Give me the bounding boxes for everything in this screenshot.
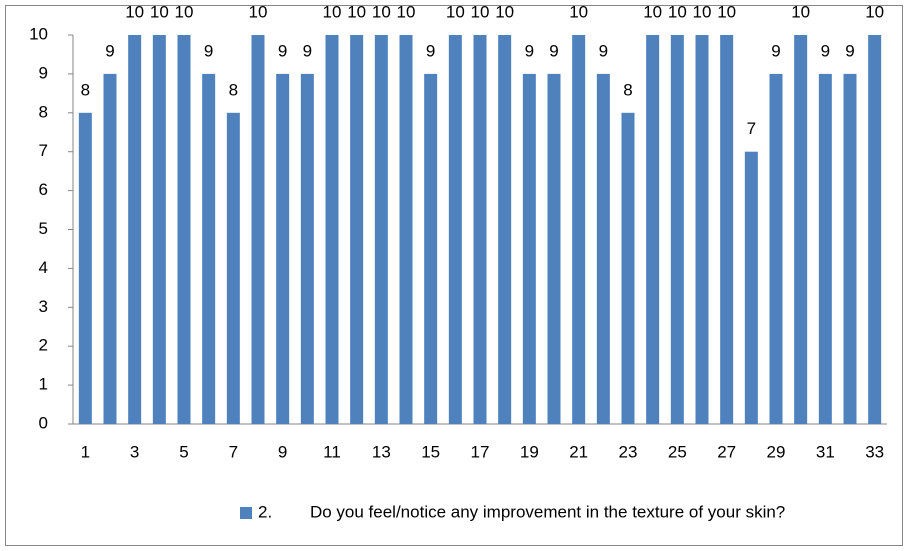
data-label: 10 [249, 2, 268, 21]
bar [202, 73, 216, 425]
bar [547, 73, 561, 425]
x-tick-label: 7 [229, 442, 238, 461]
bar [325, 35, 339, 424]
x-tick-label: 29 [767, 442, 786, 461]
data-label: 9 [845, 41, 854, 60]
x-tick-label: 9 [278, 442, 287, 461]
data-label: 10 [471, 2, 490, 21]
bar [374, 35, 388, 424]
bar [399, 35, 413, 424]
y-tick-label: 6 [39, 180, 48, 199]
y-tick-label: 8 [39, 102, 48, 121]
bar [621, 112, 635, 425]
bar [424, 73, 438, 425]
bar [572, 35, 586, 424]
data-label: 8 [623, 80, 632, 99]
bar [226, 112, 240, 425]
bar [103, 73, 117, 425]
x-tick-label: 25 [668, 442, 687, 461]
data-label: 7 [747, 119, 756, 138]
legend-swatch [240, 507, 252, 519]
data-label: 10 [668, 2, 687, 21]
y-tick-label: 10 [29, 24, 48, 43]
data-label: 10 [791, 2, 810, 21]
bar [769, 73, 783, 425]
bar [473, 35, 487, 424]
legend-label: 2. Do you feel/notice any improvement in… [258, 502, 785, 521]
data-label: 10 [150, 2, 169, 21]
x-tick-label: 3 [130, 442, 139, 461]
x-tick-label: 27 [717, 442, 736, 461]
data-label: 10 [693, 2, 712, 21]
data-label: 10 [125, 2, 144, 21]
bar [152, 35, 166, 424]
bar [276, 73, 290, 425]
data-label: 10 [397, 2, 416, 21]
data-label: 10 [347, 2, 366, 21]
data-label: 10 [643, 2, 662, 21]
data-label: 9 [426, 41, 435, 60]
x-tick-label: 19 [520, 442, 539, 461]
data-label: 8 [229, 80, 238, 99]
y-tick-label: 7 [39, 141, 48, 160]
y-tick-label: 0 [39, 413, 48, 432]
bar [522, 73, 536, 425]
x-tick-label: 5 [179, 442, 188, 461]
data-label: 9 [821, 41, 830, 60]
data-label: 9 [771, 41, 780, 60]
x-tick-label: 17 [471, 442, 490, 461]
bar [695, 35, 709, 424]
bar [670, 35, 684, 424]
bar [720, 35, 734, 424]
bar [177, 35, 191, 424]
data-label: 9 [599, 41, 608, 60]
data-label: 9 [278, 41, 287, 60]
bar [794, 35, 808, 424]
x-tick-label: 11 [323, 442, 341, 461]
data-label: 10 [569, 2, 588, 21]
x-tick-label: 23 [619, 442, 638, 461]
x-tick-label: 21 [569, 442, 588, 461]
data-label: 9 [525, 41, 534, 60]
y-tick-label: 1 [39, 375, 48, 394]
bar [596, 73, 610, 425]
x-tick-label: 31 [816, 442, 835, 461]
bar [868, 35, 882, 424]
x-tick-label: 13 [372, 442, 391, 461]
x-tick-label: 1 [81, 442, 90, 461]
y-tick-label: 4 [39, 258, 48, 277]
data-label: 9 [303, 41, 312, 60]
data-label: 10 [495, 2, 514, 21]
data-label: 10 [717, 2, 736, 21]
bar [744, 151, 758, 424]
bar [128, 35, 142, 424]
data-label: 9 [549, 41, 558, 60]
y-tick-label: 3 [39, 297, 48, 316]
data-label: 10 [865, 2, 884, 21]
bar [498, 35, 512, 424]
bar [818, 73, 832, 425]
data-label: 9 [105, 41, 114, 60]
data-label: 10 [372, 2, 391, 21]
y-tick-label: 9 [39, 63, 48, 82]
bar [843, 73, 857, 425]
bar [300, 73, 314, 425]
data-label: 10 [446, 2, 465, 21]
bar [350, 35, 364, 424]
bar [78, 112, 92, 425]
data-label: 9 [204, 41, 213, 60]
data-label: 10 [175, 2, 194, 21]
x-tick-label: 15 [421, 442, 440, 461]
y-tick-label: 5 [39, 219, 48, 238]
data-label: 10 [323, 2, 342, 21]
bar [646, 35, 660, 424]
data-label: 8 [81, 80, 90, 99]
bar [448, 35, 462, 424]
bar [251, 35, 265, 424]
y-tick-label: 2 [39, 336, 48, 355]
x-tick-label: 33 [865, 442, 884, 461]
